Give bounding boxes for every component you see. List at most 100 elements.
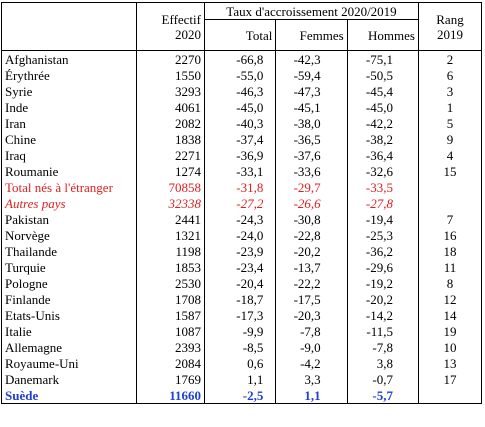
effectif-cell: 2271 bbox=[136, 147, 205, 163]
country-cell: Royaume-Uni bbox=[1, 355, 137, 371]
total-cell: -55,0 bbox=[203, 67, 277, 83]
effectif-cell: 1838 bbox=[136, 131, 205, 147]
effectif-cell: 1550 bbox=[136, 67, 205, 83]
total-cell: -37,4 bbox=[203, 131, 277, 147]
femmes-cell: -33,6 bbox=[275, 163, 348, 179]
table-row: Turquie 1853 -23,4 -13,7 -29,6 11 bbox=[1, 259, 482, 275]
rank-cell: 5 bbox=[418, 115, 482, 131]
effectif-cell: 1853 bbox=[136, 259, 205, 275]
total-cell: -2,5 bbox=[203, 387, 277, 404]
table-row: Autres pays 32338 -27,2 -26,6 -27,8 bbox=[1, 195, 482, 211]
femmes-cell: 3,3 bbox=[275, 371, 348, 387]
table-row: Allemagne 2393 -8,5 -9,0 -7,8 10 bbox=[1, 339, 482, 355]
total-cell: -45,0 bbox=[203, 99, 277, 115]
rank-cell bbox=[418, 179, 482, 195]
growth-rate-table: Effectif 2020 Taux d'accroissement 2020/… bbox=[1, 2, 482, 404]
table-row: Afghanistan 2270 -66,8 -42,3 -75,1 2 bbox=[1, 50, 482, 67]
rank-cell: 18 bbox=[418, 243, 482, 259]
total-cell: 1,1 bbox=[203, 371, 277, 387]
effectif-cell: 2441 bbox=[136, 211, 205, 227]
table-row: Syrie 3293 -46,3 -47,3 -45,4 3 bbox=[1, 83, 482, 99]
table-row: Iraq 2271 -36,9 -37,6 -36,4 4 bbox=[1, 147, 482, 163]
total-cell: -20,4 bbox=[203, 275, 277, 291]
total-cell: -8,5 bbox=[203, 339, 277, 355]
rank-cell: 7 bbox=[418, 211, 482, 227]
hommes-cell: -42,2 bbox=[346, 115, 420, 131]
effectif-cell: 2270 bbox=[136, 50, 205, 67]
hommes-cell: -19,4 bbox=[346, 211, 420, 227]
hommes-cell: -7,8 bbox=[346, 339, 420, 355]
femmes-cell: -42,3 bbox=[275, 50, 348, 67]
rank-cell: 10 bbox=[418, 339, 482, 355]
rank-cell: 4 bbox=[418, 147, 482, 163]
table-row: Finlande 1708 -18,7 -17,5 -20,2 12 bbox=[1, 291, 482, 307]
femmes-cell: -22,2 bbox=[275, 275, 348, 291]
table-row: Iran 2082 -40,3 -38,0 -42,2 5 bbox=[1, 115, 482, 131]
femmes-cell: -7,8 bbox=[275, 323, 348, 339]
rank-cell: 13 bbox=[418, 355, 482, 371]
country-cell: Suède bbox=[1, 387, 137, 404]
hommes-cell: -25,3 bbox=[346, 227, 420, 243]
rank-cell: 16 bbox=[418, 227, 482, 243]
total-cell: -27,2 bbox=[203, 195, 277, 211]
table-row: Pologne 2530 -20,4 -22,2 -19,2 8 bbox=[1, 275, 482, 291]
femmes-cell: -30,8 bbox=[275, 211, 348, 227]
hommes-cell: -75,1 bbox=[346, 50, 420, 67]
hommes-cell: -19,2 bbox=[346, 275, 420, 291]
rank-cell: 19 bbox=[418, 323, 482, 339]
total-cell: -24,0 bbox=[203, 227, 277, 243]
table-row: Roumanie 1274 -33,1 -33,6 -32,6 15 bbox=[1, 163, 482, 179]
effectif-cell: 1769 bbox=[136, 371, 205, 387]
table-body: Afghanistan 2270 -66,8 -42,3 -75,1 2 Érythrée 1… bbox=[1, 50, 482, 404]
country-cell: Total nés à l'étranger bbox=[1, 179, 137, 195]
table-row: Suède 11660 -2,5 1,1 -5,7 bbox=[1, 387, 482, 404]
hommes-cell: -5,7 bbox=[346, 387, 420, 404]
hommes-cell: -45,0 bbox=[346, 99, 420, 115]
total-cell: -36,9 bbox=[203, 147, 277, 163]
femmes-cell: -20,2 bbox=[275, 243, 348, 259]
femmes-cell: -22,8 bbox=[275, 227, 348, 243]
country-header-empty bbox=[1, 2, 137, 51]
table-row: Chine 1838 -37,4 -36,5 -38,2 9 bbox=[1, 131, 482, 147]
total-cell: -40,3 bbox=[203, 115, 277, 131]
hommes-header: Hommes bbox=[346, 19, 420, 51]
total-cell: -17,3 bbox=[203, 307, 277, 323]
femmes-cell: -29,7 bbox=[275, 179, 348, 195]
effectif-label: Effectif bbox=[161, 11, 201, 27]
rank-cell bbox=[418, 387, 482, 404]
table-row: Érythrée 1550 -55,0 -59,4 -50,5 6 bbox=[1, 67, 482, 83]
hommes-cell: -50,5 bbox=[346, 67, 420, 83]
effectif-cell: 32338 bbox=[136, 195, 205, 211]
table-row: Danemark 1769 1,1 3,3 -0,7 17 bbox=[1, 371, 482, 387]
country-cell: Syrie bbox=[1, 83, 137, 99]
hommes-cell: -45,4 bbox=[346, 83, 420, 99]
table-row: Inde 4061 -45,0 -45,1 -45,0 1 bbox=[1, 99, 482, 115]
femmes-cell: -38,0 bbox=[275, 115, 348, 131]
country-cell: Etats-Unis bbox=[1, 307, 137, 323]
table-row: Total nés à l'étranger 70858 -31,8 -29,7 -33… bbox=[1, 179, 482, 195]
rank-label: Rang bbox=[436, 11, 464, 27]
country-cell: Allemagne bbox=[1, 339, 137, 355]
hommes-cell: -33,5 bbox=[346, 179, 420, 195]
hommes-cell: -29,6 bbox=[346, 259, 420, 275]
growth-rate-header: Taux d'accroissement 2020/2019 bbox=[204, 2, 419, 20]
rank-header: Rang 2019 bbox=[418, 2, 482, 51]
femmes-cell: -9,0 bbox=[275, 339, 348, 355]
hommes-cell: -27,8 bbox=[346, 195, 420, 211]
rank-cell: 3 bbox=[418, 83, 482, 99]
femmes-cell: -36,5 bbox=[275, 131, 348, 147]
femmes-header: Femmes bbox=[275, 19, 348, 51]
rank-cell: 2 bbox=[418, 50, 482, 67]
effectif-cell: 1087 bbox=[136, 323, 205, 339]
country-cell: Afghanistan bbox=[1, 50, 137, 67]
effectif-cell: 11660 bbox=[136, 387, 205, 404]
country-cell: Autres pays bbox=[1, 195, 137, 211]
rank-cell: 12 bbox=[418, 291, 482, 307]
effectif-cell: 2084 bbox=[136, 355, 205, 371]
total-cell: -18,7 bbox=[203, 291, 277, 307]
table-row: Pakistan 2441 -24,3 -30,8 -19,4 7 bbox=[1, 211, 482, 227]
total-cell: -46,3 bbox=[203, 83, 277, 99]
femmes-cell: 1,1 bbox=[275, 387, 348, 404]
rank-cell: 1 bbox=[418, 99, 482, 115]
country-cell: Thailande bbox=[1, 243, 137, 259]
